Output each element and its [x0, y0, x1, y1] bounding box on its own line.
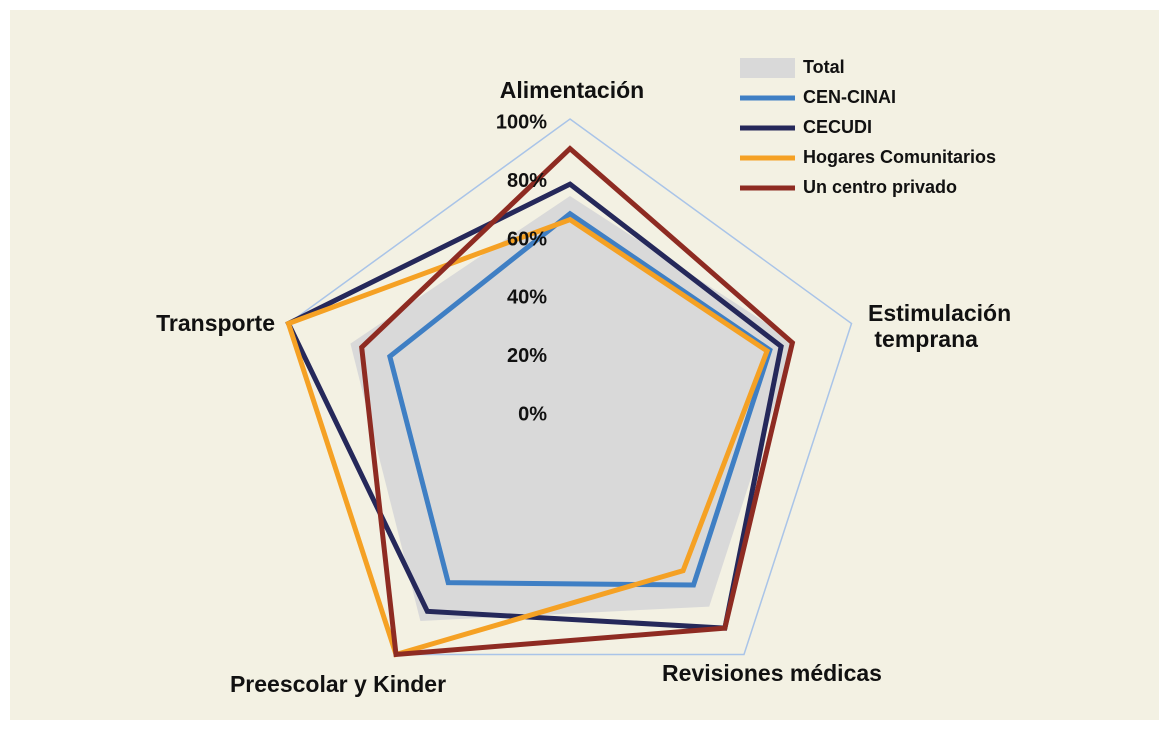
legend-label: Total — [803, 57, 845, 77]
series-line — [285, 216, 771, 658]
legend-label: CEN-CINAI — [803, 87, 896, 107]
series-line — [359, 145, 796, 658]
tick-label: 80% — [507, 170, 547, 192]
tick-label: 0% — [518, 403, 547, 425]
tick-label: 20% — [507, 345, 547, 367]
axis-label: Preescolar y Kinder — [230, 671, 446, 697]
series-line — [387, 210, 773, 588]
tick-label: 40% — [507, 287, 547, 309]
legend-label: CECUDI — [803, 117, 872, 137]
axis-label: Estimulación temprana — [868, 300, 1011, 352]
axis-label: Alimentación — [500, 77, 644, 103]
axis-label: Revisiones médicas — [662, 660, 882, 686]
grid-ring — [287, 118, 853, 656]
axis-label: Transporte — [156, 310, 275, 336]
legend-swatch — [740, 58, 795, 78]
tick-label: 100% — [496, 112, 547, 134]
legend-label: Un centro privado — [803, 177, 957, 197]
legend-label: Hogares Comunitarios — [803, 147, 996, 167]
tick-label: 60% — [507, 228, 547, 250]
series-line — [285, 181, 784, 631]
